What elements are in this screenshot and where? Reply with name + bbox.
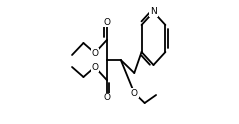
Text: O: O — [103, 93, 110, 103]
Text: N: N — [150, 7, 157, 16]
Text: O: O — [131, 89, 138, 97]
Text: O: O — [91, 48, 98, 58]
Text: O: O — [103, 17, 110, 27]
Text: O: O — [91, 62, 98, 72]
